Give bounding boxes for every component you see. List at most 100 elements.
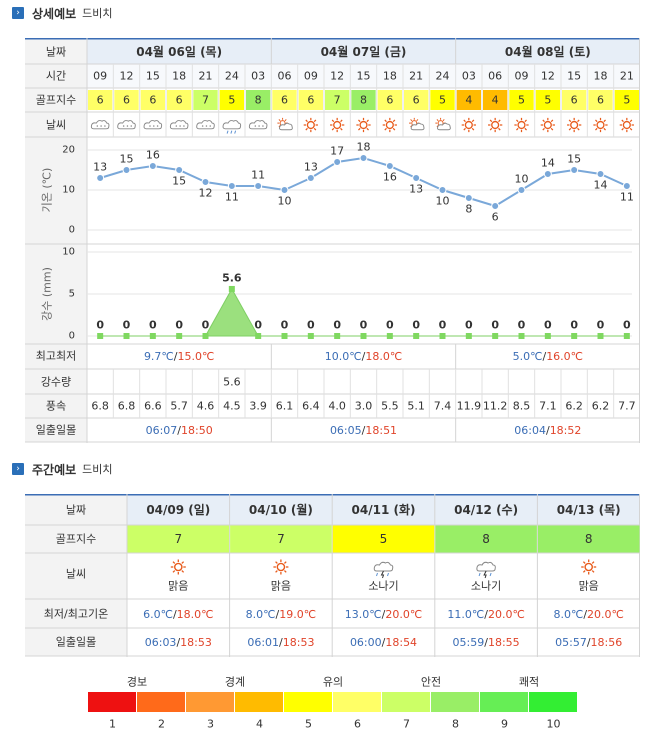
sun-disc — [333, 120, 342, 130]
golf-index-value: 7 — [174, 532, 182, 546]
sunrise: 05:57 — [555, 636, 587, 649]
row-label-weather: 날씨 — [46, 119, 66, 132]
sun-ray — [384, 127, 387, 131]
rainfall-point — [281, 333, 288, 339]
temperature-label: 8 — [465, 203, 472, 216]
cloud-shape — [476, 561, 496, 572]
cloud-shape — [196, 120, 215, 130]
temperature-point — [438, 186, 447, 194]
golf-index-cell — [325, 90, 350, 110]
chevron-right-icon: › — [12, 7, 24, 19]
temperature-label: 13 — [409, 183, 423, 196]
golf-index-value: 6 — [571, 94, 578, 107]
temperature-label: 14 — [541, 157, 555, 170]
time-cell: 12 — [541, 70, 555, 83]
rainfall-label: 0 — [307, 319, 315, 332]
wind-value: 11.2 — [483, 400, 508, 413]
rainfall-point — [202, 333, 209, 339]
temp-tick-label: 10 — [62, 185, 75, 196]
temperature-label: 15 — [567, 153, 581, 166]
legend-number: 3 — [207, 718, 214, 731]
row-label-golf-index: 골프지수 — [36, 94, 76, 107]
rainfall-point — [571, 333, 578, 339]
sun-ray — [524, 119, 527, 123]
weekly-min-max: 8.0℃/19.0℃ — [246, 608, 316, 621]
cloud-dot — [258, 125, 260, 127]
cloud-dot — [149, 125, 151, 127]
legend-category-label: 쾌적 — [519, 676, 539, 689]
wind-value: 7.4 — [434, 400, 452, 413]
sun-disc — [570, 120, 579, 130]
sunset: 18:53 — [180, 636, 212, 649]
sun-ray — [542, 119, 545, 123]
detail-section-header: › 상세예보 드비치 — [12, 3, 113, 23]
sun-ray — [516, 119, 519, 123]
sunny-icon — [581, 559, 597, 575]
cloud-shape — [117, 120, 136, 130]
sun-ray — [181, 570, 185, 573]
legend-category-label: 유의 — [323, 676, 343, 689]
golf-index-value: 8 — [482, 532, 490, 546]
temperature-label: 6 — [492, 211, 499, 224]
rainfall-point — [623, 333, 630, 339]
separator: / — [362, 424, 366, 437]
cloudy-icon — [90, 120, 110, 130]
golf-index-cell — [483, 90, 508, 110]
rain-drop — [226, 130, 229, 134]
wind-value: 5.5 — [381, 400, 399, 413]
wind-value: 5.7 — [170, 400, 188, 413]
temperature-label: 11 — [225, 191, 239, 204]
sun-ray — [568, 127, 572, 131]
max-temp: 20.0℃ — [488, 608, 525, 621]
sun-ray — [550, 127, 554, 131]
golf-index-value: 8 — [585, 532, 593, 546]
separator: / — [542, 350, 546, 363]
time-cell: 03 — [251, 70, 265, 83]
legend-swatch — [137, 692, 185, 712]
rainfall-label: 0 — [544, 319, 552, 332]
sun-ray — [542, 127, 545, 131]
sunny-icon — [567, 117, 582, 133]
separator: / — [174, 350, 178, 363]
sun-ray — [621, 119, 624, 123]
sun-disc — [584, 562, 594, 572]
sun-ray — [305, 119, 308, 123]
wind-value: 5.1 — [407, 400, 425, 413]
sun-ray — [603, 127, 606, 131]
weekly-section-title: 주간예보 — [32, 462, 77, 477]
golf-index-value: 5 — [623, 94, 630, 107]
rain-tick-label: 10 — [62, 247, 75, 258]
row-label-golf-index: 골프지수 — [56, 533, 96, 546]
sun-ray — [416, 119, 419, 122]
golf-index-cell — [430, 90, 455, 110]
sun-ray — [591, 561, 595, 564]
golf-index-value: 6 — [123, 94, 130, 107]
wind-value: 6.8 — [91, 400, 109, 413]
time-cell: 18 — [172, 70, 186, 83]
day-header: 04월 08일 (토) — [505, 44, 591, 59]
sun-ray — [313, 127, 317, 131]
temperature-label: 15 — [120, 153, 134, 166]
day-sunset: 18:51 — [365, 424, 397, 437]
wind-value: 6.8 — [118, 400, 136, 413]
sun-ray — [436, 119, 439, 122]
temperature-point — [96, 174, 105, 182]
weekly-date: 04/12 (수) — [454, 503, 518, 517]
separator: / — [176, 636, 180, 649]
golf-index-cell — [298, 90, 323, 110]
sun-ray — [550, 119, 554, 123]
time-cell: 09 — [93, 70, 107, 83]
day-sunset: 18:52 — [550, 424, 582, 437]
temperature-label: 10 — [278, 195, 292, 208]
time-cell: 06 — [278, 70, 292, 83]
cloud-dot — [175, 125, 178, 127]
day-max-temp: 18.0℃ — [365, 350, 402, 363]
wind-value: 4.0 — [328, 400, 346, 413]
sun-ray — [284, 119, 287, 122]
temperature-label: 10 — [436, 195, 450, 208]
sun-ray — [498, 127, 501, 131]
golf-index-value: 6 — [176, 94, 183, 107]
sun-ray — [278, 119, 281, 122]
legend-swatch — [431, 692, 479, 712]
